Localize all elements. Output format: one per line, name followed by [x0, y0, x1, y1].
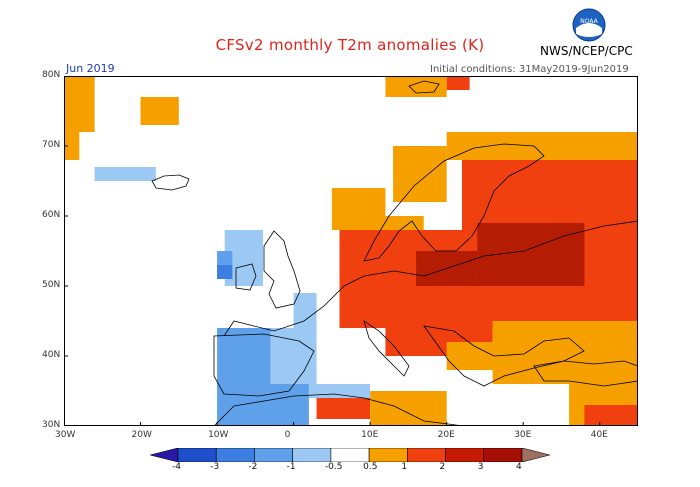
colorbar-cell [215, 448, 255, 462]
balkans-coast [423, 325, 585, 387]
anomaly-region-16 [492, 321, 638, 384]
anomaly-region-1 [64, 132, 80, 160]
anomaly-region-24 [217, 328, 271, 384]
lon-label: 40E [590, 430, 608, 440]
iceland-coast [151, 174, 190, 191]
anomaly-region-18 [584, 405, 638, 426]
lat-label: 60N [42, 210, 61, 220]
anomaly-region-7 [331, 188, 386, 230]
anomaly-region-26 [293, 293, 317, 328]
colorbar-label: -3 [210, 462, 220, 472]
anomaly-region-10 [446, 132, 638, 160]
agency-label: NWS/NCEP/CPC [540, 44, 633, 58]
colorbar-label: 0.5 [363, 462, 378, 472]
noaa-logo: NOAA [572, 8, 606, 42]
colorbar-label: -0.5 [324, 462, 343, 472]
colorbar-label: -4 [172, 462, 181, 472]
britain-coast [263, 230, 301, 309]
lat-label: 80N [42, 70, 61, 80]
anomaly-regions [64, 76, 638, 426]
anomaly-region-2 [94, 167, 156, 181]
anomaly-region-6 [393, 146, 447, 202]
colorbar [150, 448, 550, 462]
colorbar-cell [292, 448, 332, 462]
anomaly-region-3 [140, 97, 179, 125]
anomaly-region-23 [217, 265, 233, 279]
colorbar-cell [521, 448, 550, 462]
turkey-coast [533, 360, 638, 387]
anomaly-region-5 [446, 76, 470, 90]
lat-label: 40N [42, 350, 61, 360]
lon-label: 30E [514, 430, 532, 440]
ireland-coast [235, 263, 257, 291]
africa-coast [213, 393, 465, 426]
colorbar-label: -2 [248, 462, 258, 472]
colorbar-label: -1 [286, 462, 296, 472]
month-label: Jun 2019 [66, 62, 115, 75]
colorbar-cell [483, 448, 523, 462]
colorbar-label: 1 [401, 462, 408, 472]
colorbar-cell [368, 448, 408, 462]
continent-coast [223, 220, 638, 337]
anomaly-region-20 [370, 391, 447, 426]
anomaly-region-0 [64, 76, 95, 132]
lon-label: 30W [55, 430, 76, 440]
italy-coast [363, 320, 410, 377]
colorbar-cell [177, 448, 217, 462]
colorbar-label: 2 [439, 462, 446, 472]
iberia-coast [213, 333, 315, 397]
coastlines [151, 80, 638, 426]
anomaly-region-9 [461, 160, 638, 230]
lon-label: 20W [131, 430, 152, 440]
lon-label: 10E [361, 430, 379, 440]
lat-label: 30N [42, 420, 61, 430]
anomaly-region-28 [308, 384, 371, 398]
colorbar-cell [150, 448, 179, 462]
scandinavia-coast [363, 143, 545, 262]
colorbar-label: 4 [516, 462, 522, 472]
lat-label: 50N [42, 280, 61, 290]
colorbar-cell [407, 448, 446, 462]
colorbar-cell [254, 448, 293, 462]
svalbard-coast [408, 80, 440, 94]
lon-label: 10W [208, 430, 229, 440]
initial-conditions-label: Initial conditions: 31May2019-9Jun2019 [430, 64, 629, 75]
anomaly-region-27 [217, 384, 309, 426]
colorbar-label: 3 [477, 462, 484, 472]
lon-label: 20E [437, 430, 455, 440]
anomaly-region-25 [270, 328, 317, 384]
lat-label: 70N [42, 140, 61, 150]
lon-label: 0 [284, 430, 291, 440]
colorbar-cell [330, 448, 370, 462]
map-title: CFSv2 monthly T2m anomalies (K) [215, 36, 485, 54]
colorbar-cell [445, 448, 485, 462]
axis-ticks [64, 76, 601, 426]
anomaly-map [64, 76, 638, 426]
noaa-logo-text: NOAA [580, 18, 598, 25]
map-frame [64, 76, 638, 426]
anomaly-region-19 [316, 398, 371, 419]
